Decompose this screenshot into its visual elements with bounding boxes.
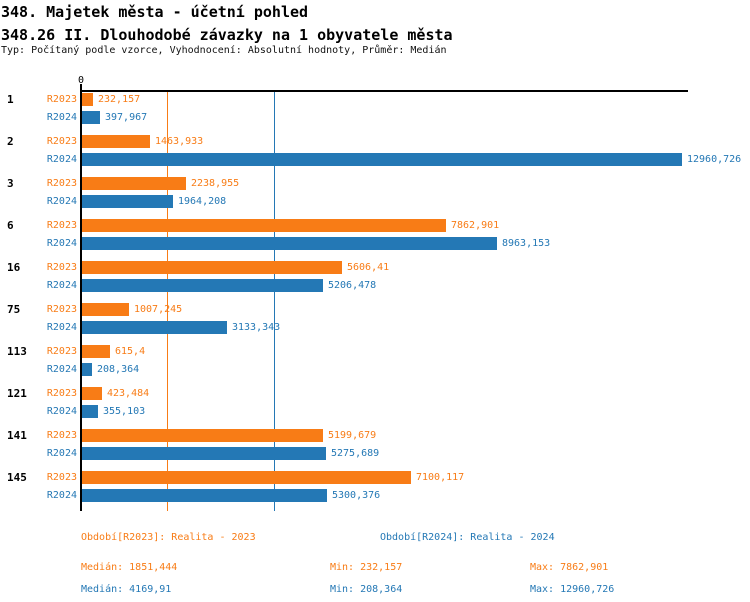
bar[interactable] xyxy=(82,93,93,106)
series-tick-label: R2024 xyxy=(46,280,77,291)
bar[interactable] xyxy=(82,237,497,250)
series-tick-label: R2023 xyxy=(46,346,77,357)
median-gridline-r2023 xyxy=(166,92,168,511)
bar-value-label: 208,364 xyxy=(97,364,140,375)
bar-value-label: 5300,376 xyxy=(332,490,381,501)
bar-value-label: 423,484 xyxy=(107,388,150,399)
category-label: 121 xyxy=(7,387,27,400)
bar[interactable] xyxy=(82,405,98,418)
series-tick-label: R2024 xyxy=(46,406,77,417)
bar-value-label: 5275,689 xyxy=(331,448,380,459)
bar-value-label: 7862,901 xyxy=(451,220,500,231)
series-tick-label: R2024 xyxy=(46,154,77,165)
series-tick-label: R2023 xyxy=(46,178,77,189)
bar-value-label: 5199,679 xyxy=(328,430,377,441)
stat-median-r2024: Medián: 4169,91 xyxy=(81,584,172,595)
bar[interactable] xyxy=(82,489,327,502)
bar[interactable] xyxy=(82,321,227,334)
bar[interactable] xyxy=(82,387,102,400)
stat-min-r2024: Min: 208,364 xyxy=(330,584,403,595)
category-label: 141 xyxy=(7,429,27,442)
stat-median-r2023: Medián: 1851,444 xyxy=(81,562,178,573)
category-label: 3 xyxy=(7,177,14,190)
bar-value-label: 2238,955 xyxy=(191,178,240,189)
bar[interactable] xyxy=(82,111,100,124)
chart-meta-line: Typ: Počítaný podle vzorce, Vyhodnocení:… xyxy=(1,45,447,56)
series-tick-label: R2023 xyxy=(46,220,77,231)
category-label: 75 xyxy=(7,303,21,316)
bar-value-label: 1463,933 xyxy=(155,136,204,147)
y-axis-line xyxy=(80,84,82,511)
series-tick-label: R2023 xyxy=(46,304,77,315)
bar-value-label: 1964,208 xyxy=(178,196,227,207)
bar[interactable] xyxy=(82,135,150,148)
category-label: 6 xyxy=(7,219,14,232)
bar-value-label: 1007,245 xyxy=(134,304,183,315)
stat-max-r2024: Max: 12960,726 xyxy=(530,584,615,595)
bar[interactable] xyxy=(82,219,446,232)
bar-value-label: 615,4 xyxy=(115,346,146,357)
category-label: 145 xyxy=(7,471,27,484)
legend-item-r2024: Období[R2024]: Realita - 2024 xyxy=(380,532,555,543)
page-subtitle: 348.26 II. Dlouhodobé závazky na 1 obyva… xyxy=(1,26,453,44)
axis-zero-tick-label: 0 xyxy=(77,75,85,86)
bar[interactable] xyxy=(82,447,326,460)
bar-value-label: 355,103 xyxy=(103,406,146,417)
category-label: 1 xyxy=(7,93,14,106)
stat-max-r2023: Max: 7862,901 xyxy=(530,562,609,573)
bar-value-label: 5606,41 xyxy=(347,262,390,273)
series-tick-label: R2023 xyxy=(46,136,77,147)
series-tick-label: R2024 xyxy=(46,364,77,375)
bar[interactable] xyxy=(82,261,342,274)
bar[interactable] xyxy=(82,471,411,484)
series-tick-label: R2023 xyxy=(46,262,77,273)
bar-value-label: 3133,343 xyxy=(232,322,281,333)
bar[interactable] xyxy=(82,177,186,190)
stat-min-r2023: Min: 232,157 xyxy=(330,562,403,573)
median-gridline-r2024 xyxy=(274,92,276,511)
bar[interactable] xyxy=(82,345,110,358)
bar[interactable] xyxy=(82,153,682,166)
bar[interactable] xyxy=(82,363,92,376)
bar-value-label: 8963,153 xyxy=(502,238,551,249)
bar-value-label: 7100,117 xyxy=(416,472,465,483)
series-tick-label: R2023 xyxy=(46,388,77,399)
bar-value-label: 397,967 xyxy=(105,112,148,123)
series-tick-label: R2024 xyxy=(46,196,77,207)
series-tick-label: R2024 xyxy=(46,322,77,333)
series-tick-label: R2024 xyxy=(46,490,77,501)
x-axis-line xyxy=(81,90,688,92)
category-label: 16 xyxy=(7,261,21,274)
series-tick-label: R2024 xyxy=(46,238,77,249)
series-tick-label: R2024 xyxy=(46,112,77,123)
legend-item-r2023: Období[R2023]: Realita - 2023 xyxy=(81,532,256,543)
bar-value-label: 5206,478 xyxy=(328,280,377,291)
series-tick-label: R2023 xyxy=(46,430,77,441)
bar[interactable] xyxy=(82,279,323,292)
category-label: 113 xyxy=(7,345,27,358)
bar-value-label: 232,157 xyxy=(98,94,141,105)
series-tick-label: R2023 xyxy=(46,472,77,483)
series-tick-label: R2024 xyxy=(46,448,77,459)
bar[interactable] xyxy=(82,303,129,316)
category-label: 2 xyxy=(7,135,14,148)
page-title: 348. Majetek města - účetní pohled xyxy=(1,3,309,21)
bar[interactable] xyxy=(82,195,173,208)
bar-value-label: 12960,726 xyxy=(687,154,742,165)
bar[interactable] xyxy=(82,429,323,442)
series-tick-label: R2023 xyxy=(46,94,77,105)
